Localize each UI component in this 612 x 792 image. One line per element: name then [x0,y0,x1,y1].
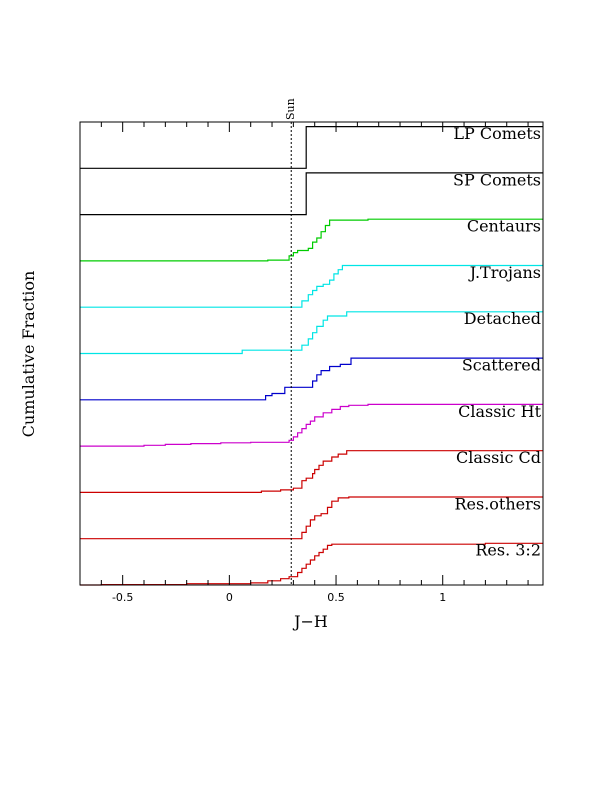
x-axis-ticks: -0.5 0 0.5 1 [79,122,529,604]
series-line-classic-cd [80,450,543,493]
x-tick-label: 1 [439,591,446,604]
x-tick-label: 0.5 [327,591,345,604]
series-line-sp-comets [80,172,543,216]
x-tick-label: -0.5 [112,591,133,604]
sun-label: Sun [284,98,297,120]
series-line-res-others [80,496,543,540]
series-label-scattered: Scattered [462,356,541,375]
series-label-centaurs: Centaurs [467,217,541,236]
series-label-detached: Detached [464,309,541,328]
series-label-res-3-2: Res. 3:2 [475,541,541,560]
series-line-res-3-2 [80,542,543,586]
series-label-sp-comets: SP Comets [453,170,541,189]
series-label-lp-comets: LP Comets [453,124,541,143]
series-label-j-trojans: J.Trojans [468,263,541,282]
plot-frame [79,121,544,586]
y-axis-label: Cumulative Fraction [19,271,38,438]
series-line-scattered [80,357,543,401]
series-line-j-trojans [80,264,543,308]
plot-area: LP Comets SP Comets Centaurs J.Trojans Detac… [80,98,543,586]
series-line-detached [80,311,543,355]
series-label-classic-cd: Classic Cd [456,448,541,467]
series-label-res-others: Res.others [454,494,541,513]
series-line-classic-ht [80,403,543,447]
series-line-centaurs [80,218,543,262]
x-axis-label: J−H [292,612,328,631]
series-line-lp-comets [80,126,543,169]
series-label-classic-ht: Classic Ht [458,402,541,421]
x-tick-label: 0 [226,591,233,604]
